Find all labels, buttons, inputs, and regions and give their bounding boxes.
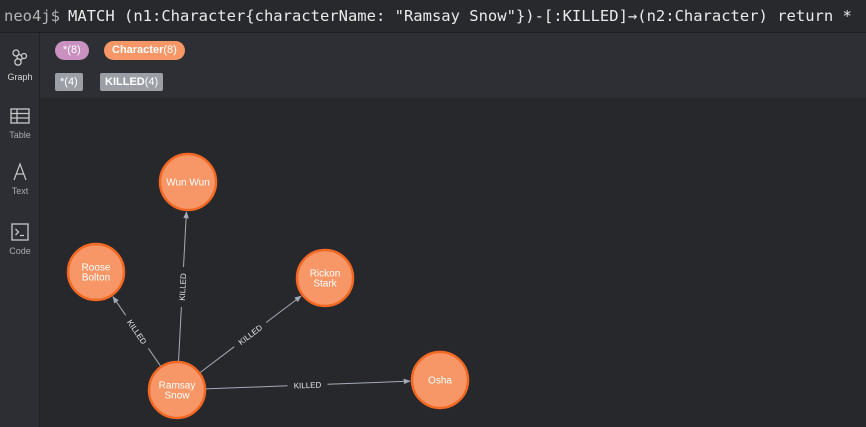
- sidebar-item-label: Graph: [7, 72, 33, 82]
- node-circle[interactable]: [410, 350, 470, 410]
- relationship-arrow[interactable]: [265, 295, 302, 323]
- sidebar-item-label: Table: [9, 130, 31, 140]
- graph-node-osha[interactable]: Osha: [410, 350, 470, 410]
- sidebar-item-label: Code: [9, 246, 31, 256]
- legend-rel-all-label: *: [60, 76, 65, 88]
- legend-rel-killed-count: (4): [144, 76, 159, 88]
- sidebar-item-code[interactable]: Code: [0, 211, 40, 267]
- relationship-line[interactable]: [177, 306, 182, 363]
- legend-node-character[interactable]: Character(8): [104, 41, 185, 60]
- legend-rel-all-count: (4): [64, 76, 78, 88]
- graph-node-wunwun[interactable]: Wun Wun: [158, 152, 218, 212]
- node-circle[interactable]: [295, 248, 355, 308]
- node-label: Snow: [164, 391, 190, 402]
- code-icon: [9, 221, 31, 243]
- node-circle[interactable]: [66, 242, 126, 302]
- node-label: Bolton: [82, 273, 110, 284]
- sidebar-item-graph[interactable]: Graph: [0, 37, 40, 93]
- table-icon: [9, 105, 31, 127]
- relationship-line[interactable]: [147, 348, 162, 368]
- legend-rel-all[interactable]: *(4): [55, 73, 83, 91]
- relationship-label: KILLED: [178, 273, 188, 301]
- graph-canvas[interactable]: KILLED KILLED KILLED KILLED Ramsay Snow Wun W…: [40, 98, 866, 427]
- text-icon: [9, 161, 31, 183]
- node-label: Ramsay: [159, 381, 196, 392]
- legend-node-character-label: Character: [112, 44, 164, 56]
- legend-rel-killed[interactable]: KILLED(4): [100, 73, 164, 91]
- legend-rel-killed-label: KILLED: [105, 76, 145, 88]
- relationship-line[interactable]: [199, 346, 235, 374]
- node-label: Roose: [82, 263, 111, 274]
- sidebar-item-label: Text: [11, 186, 29, 196]
- view-sidebar: Graph Table Text Code: [0, 33, 40, 427]
- relationship-arrow[interactable]: [183, 211, 189, 268]
- relationship-label: KILLED: [237, 323, 265, 347]
- legend-node-all-count: (8): [67, 44, 81, 56]
- node-label: Stark: [313, 279, 337, 290]
- graph-legend: *(8) Character(8) *(4) KILLED(4): [40, 33, 866, 98]
- legend-node-all-label: *: [63, 44, 68, 56]
- legend-node-all[interactable]: *(8): [55, 41, 89, 60]
- node-label: Wun Wun: [166, 178, 210, 189]
- command-query[interactable]: MATCH (n1:Character{characterName: "Rams…: [68, 7, 852, 25]
- graph-icon: [9, 47, 31, 69]
- node-circle[interactable]: [147, 360, 207, 420]
- command-prompt: neo4j$: [4, 7, 60, 25]
- node-label: Osha: [428, 376, 452, 387]
- legend-node-character-count: (8): [163, 44, 177, 56]
- node-circle[interactable]: [158, 152, 218, 212]
- sidebar-item-table[interactable]: Table: [0, 95, 40, 151]
- command-bar[interactable]: neo4j$ MATCH (n1:Character{characterName:…: [0, 0, 866, 33]
- node-label: Rickon: [310, 269, 341, 280]
- sidebar-item-text[interactable]: Text: [0, 151, 40, 207]
- relationship-arrow[interactable]: [112, 296, 127, 316]
- relationship-label: KILLED: [294, 381, 322, 391]
- relationship-line[interactable]: [204, 385, 288, 390]
- relationship-label: KILLED: [125, 318, 148, 346]
- relationship-arrow[interactable]: [327, 378, 411, 385]
